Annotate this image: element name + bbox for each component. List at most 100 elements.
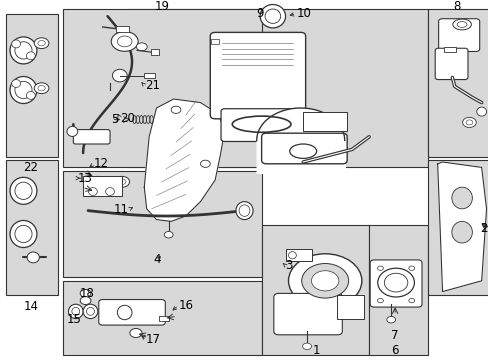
Bar (427, 9, 488, 157)
Circle shape (301, 264, 348, 298)
Ellipse shape (456, 22, 466, 27)
Ellipse shape (235, 202, 253, 220)
Ellipse shape (377, 268, 414, 297)
Text: 12: 12 (94, 157, 109, 170)
Text: 1: 1 (312, 345, 320, 357)
Ellipse shape (171, 106, 181, 113)
Text: 20: 20 (120, 112, 134, 125)
Ellipse shape (130, 328, 142, 338)
Ellipse shape (15, 42, 32, 59)
FancyBboxPatch shape (434, 48, 467, 80)
Text: 11: 11 (113, 203, 128, 216)
Text: 18: 18 (80, 287, 94, 300)
Text: 13: 13 (77, 172, 92, 185)
Ellipse shape (451, 221, 471, 243)
Ellipse shape (38, 40, 45, 46)
Ellipse shape (10, 37, 37, 64)
Ellipse shape (105, 188, 114, 195)
Ellipse shape (15, 225, 32, 243)
Bar (6, 160, 58, 295)
Ellipse shape (408, 266, 414, 270)
Text: 5: 5 (111, 113, 119, 126)
Ellipse shape (302, 343, 311, 350)
Bar (427, 160, 488, 295)
Ellipse shape (111, 31, 138, 51)
Bar (443, 47, 455, 52)
Ellipse shape (86, 307, 94, 315)
Ellipse shape (465, 120, 472, 125)
Ellipse shape (462, 117, 475, 127)
Ellipse shape (264, 9, 280, 23)
Ellipse shape (386, 316, 395, 323)
Text: 22: 22 (23, 161, 38, 174)
Text: 10: 10 (296, 7, 310, 20)
Circle shape (288, 254, 361, 308)
Bar (368, 225, 427, 355)
Bar (150, 49, 159, 55)
Ellipse shape (384, 273, 407, 292)
Ellipse shape (26, 91, 35, 99)
Text: 14: 14 (23, 300, 38, 313)
Text: 8: 8 (452, 0, 460, 13)
FancyBboxPatch shape (273, 293, 342, 335)
Ellipse shape (15, 182, 32, 199)
Bar (144, 73, 155, 78)
FancyBboxPatch shape (210, 32, 305, 119)
Text: 17: 17 (145, 333, 161, 346)
Ellipse shape (38, 85, 45, 91)
Ellipse shape (115, 176, 129, 187)
Ellipse shape (12, 40, 20, 48)
Ellipse shape (200, 160, 210, 167)
Text: 16: 16 (178, 299, 193, 312)
Ellipse shape (260, 4, 285, 28)
Text: 7: 7 (390, 329, 398, 342)
Ellipse shape (12, 80, 20, 87)
Ellipse shape (288, 252, 296, 259)
Text: 15: 15 (67, 313, 81, 326)
Bar (116, 26, 128, 32)
Ellipse shape (15, 81, 32, 99)
Ellipse shape (377, 266, 383, 270)
Ellipse shape (112, 69, 127, 82)
FancyBboxPatch shape (261, 133, 346, 164)
Ellipse shape (26, 52, 35, 60)
Bar (62, 281, 261, 355)
Ellipse shape (72, 307, 80, 315)
Text: 3: 3 (285, 259, 292, 272)
Bar (337, 295, 364, 319)
Text: 21: 21 (144, 79, 160, 92)
Text: 6: 6 (390, 345, 398, 357)
Text: 4: 4 (153, 253, 161, 266)
Bar (303, 112, 346, 131)
Ellipse shape (94, 179, 102, 184)
Ellipse shape (83, 304, 98, 319)
Ellipse shape (118, 179, 126, 184)
Ellipse shape (10, 220, 37, 248)
Ellipse shape (68, 304, 83, 319)
Bar (127, 9, 427, 167)
Ellipse shape (117, 36, 132, 47)
Ellipse shape (377, 298, 383, 303)
Text: 19: 19 (155, 0, 169, 13)
FancyBboxPatch shape (73, 130, 110, 144)
Polygon shape (437, 162, 486, 292)
FancyBboxPatch shape (438, 19, 479, 51)
Ellipse shape (452, 19, 470, 30)
Text: 9: 9 (256, 7, 264, 20)
Bar (261, 225, 368, 355)
Ellipse shape (408, 298, 414, 303)
Ellipse shape (80, 297, 91, 305)
Ellipse shape (164, 231, 173, 238)
Bar (6, 14, 58, 157)
Bar (62, 171, 261, 277)
Ellipse shape (239, 205, 249, 216)
Ellipse shape (90, 176, 105, 187)
Ellipse shape (136, 43, 147, 51)
Ellipse shape (10, 77, 37, 104)
FancyBboxPatch shape (221, 109, 299, 141)
Ellipse shape (476, 107, 486, 116)
FancyBboxPatch shape (99, 300, 165, 325)
Ellipse shape (67, 126, 78, 136)
Bar (62, 9, 261, 167)
Polygon shape (144, 99, 224, 221)
